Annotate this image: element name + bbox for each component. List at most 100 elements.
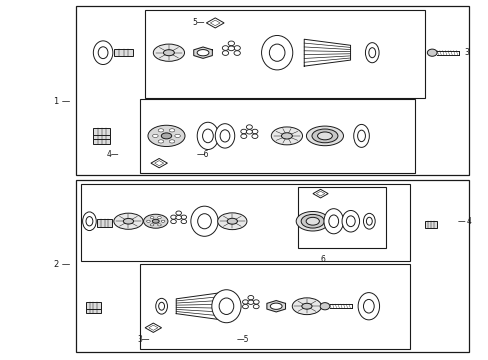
- Ellipse shape: [197, 122, 218, 149]
- Ellipse shape: [301, 303, 311, 309]
- Ellipse shape: [247, 300, 253, 305]
- Text: 3—: 3—: [138, 335, 150, 344]
- Ellipse shape: [217, 213, 246, 230]
- Ellipse shape: [219, 298, 233, 315]
- Ellipse shape: [82, 212, 96, 230]
- Ellipse shape: [228, 46, 234, 51]
- Ellipse shape: [170, 220, 176, 224]
- Ellipse shape: [357, 130, 365, 141]
- Ellipse shape: [246, 125, 252, 129]
- Polygon shape: [193, 47, 212, 58]
- Bar: [93, 128, 110, 135]
- Ellipse shape: [366, 217, 371, 225]
- Ellipse shape: [261, 36, 292, 70]
- Bar: [86, 306, 101, 314]
- Ellipse shape: [292, 298, 321, 315]
- Ellipse shape: [169, 140, 175, 143]
- Bar: [86, 302, 101, 309]
- Bar: [424, 221, 436, 228]
- Ellipse shape: [215, 124, 234, 148]
- Ellipse shape: [158, 140, 163, 143]
- Ellipse shape: [86, 217, 93, 226]
- Ellipse shape: [169, 129, 175, 132]
- Ellipse shape: [368, 48, 375, 58]
- Ellipse shape: [150, 224, 154, 226]
- Ellipse shape: [296, 211, 329, 231]
- Ellipse shape: [328, 215, 338, 228]
- Ellipse shape: [311, 129, 337, 143]
- Ellipse shape: [152, 219, 159, 223]
- Ellipse shape: [253, 300, 259, 304]
- Ellipse shape: [317, 132, 332, 140]
- Ellipse shape: [170, 215, 176, 219]
- Ellipse shape: [181, 215, 186, 219]
- Ellipse shape: [305, 217, 319, 225]
- Ellipse shape: [161, 220, 164, 222]
- Ellipse shape: [202, 129, 213, 143]
- Ellipse shape: [227, 218, 237, 224]
- Ellipse shape: [98, 47, 108, 59]
- Ellipse shape: [176, 215, 181, 220]
- Ellipse shape: [181, 220, 186, 224]
- Ellipse shape: [93, 41, 113, 64]
- Ellipse shape: [148, 125, 184, 147]
- Ellipse shape: [357, 293, 379, 320]
- Ellipse shape: [270, 303, 282, 309]
- Bar: [81, 184, 409, 261]
- Ellipse shape: [271, 127, 302, 145]
- Text: 2 —: 2 —: [53, 260, 70, 269]
- Ellipse shape: [197, 50, 208, 56]
- Text: —: —: [457, 217, 465, 226]
- Ellipse shape: [269, 44, 285, 61]
- Ellipse shape: [365, 42, 378, 63]
- Text: —6: —6: [196, 150, 209, 159]
- Ellipse shape: [152, 134, 158, 138]
- Ellipse shape: [228, 41, 234, 46]
- Bar: [76, 6, 468, 175]
- Ellipse shape: [324, 209, 343, 234]
- Bar: [93, 136, 110, 144]
- Ellipse shape: [251, 134, 257, 139]
- Text: —5: —5: [236, 335, 248, 344]
- Text: 5—: 5—: [191, 18, 204, 27]
- Ellipse shape: [234, 51, 240, 55]
- Ellipse shape: [281, 133, 292, 139]
- Polygon shape: [266, 301, 285, 312]
- Bar: [140, 264, 409, 348]
- Ellipse shape: [242, 305, 248, 309]
- Ellipse shape: [242, 300, 248, 304]
- Ellipse shape: [114, 213, 143, 229]
- Bar: [140, 99, 414, 173]
- Ellipse shape: [246, 130, 252, 134]
- Ellipse shape: [123, 219, 133, 224]
- Bar: [97, 220, 112, 226]
- Ellipse shape: [234, 46, 240, 50]
- Bar: [144, 10, 424, 98]
- Bar: [298, 187, 385, 248]
- Ellipse shape: [220, 130, 229, 142]
- Ellipse shape: [253, 305, 259, 309]
- Ellipse shape: [251, 129, 257, 134]
- Ellipse shape: [353, 125, 368, 147]
- Bar: [114, 49, 133, 56]
- Text: 3: 3: [464, 48, 469, 57]
- Ellipse shape: [153, 44, 184, 61]
- Ellipse shape: [247, 296, 253, 300]
- Ellipse shape: [222, 46, 228, 50]
- Ellipse shape: [158, 302, 164, 310]
- Text: 4—: 4—: [106, 150, 119, 159]
- Bar: [76, 180, 468, 352]
- Ellipse shape: [157, 224, 161, 226]
- Ellipse shape: [163, 50, 174, 56]
- Ellipse shape: [363, 300, 373, 313]
- Bar: [93, 132, 110, 139]
- Ellipse shape: [240, 134, 246, 139]
- Ellipse shape: [176, 211, 181, 215]
- Ellipse shape: [143, 214, 167, 228]
- Ellipse shape: [150, 217, 154, 219]
- Ellipse shape: [306, 126, 343, 146]
- Ellipse shape: [427, 49, 436, 56]
- Ellipse shape: [158, 129, 163, 132]
- Polygon shape: [312, 189, 327, 198]
- Ellipse shape: [341, 211, 359, 232]
